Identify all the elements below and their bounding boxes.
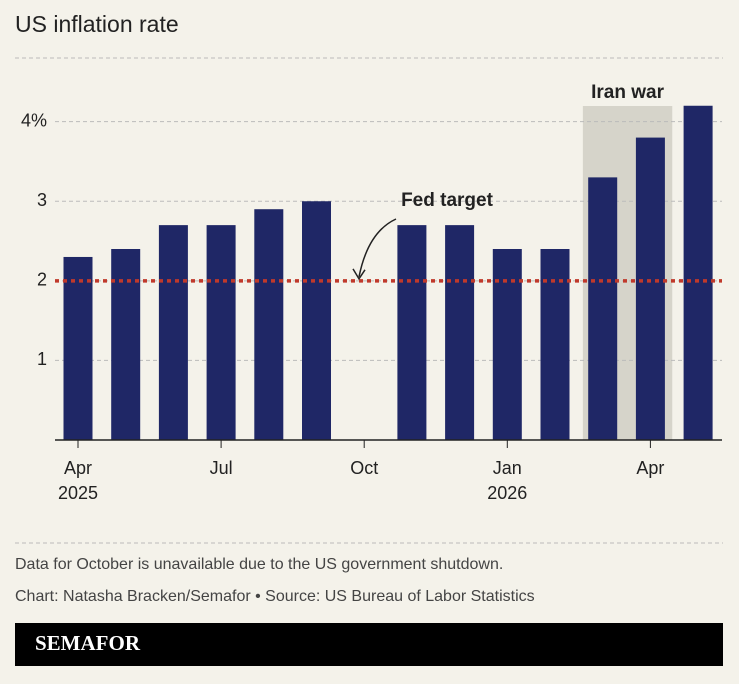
brand-bar [15,623,723,666]
y-tick-label: 2 [37,270,47,290]
bar [445,225,475,440]
bar [254,209,284,440]
y-tick-label: 1 [37,349,47,369]
bar [683,105,713,440]
y-tick-label: 4% [21,110,47,130]
x-tick-label: Apr [636,458,664,478]
chart-title: US inflation rate [15,11,179,37]
annotation-arrow [358,218,397,277]
bar [635,137,665,441]
credit: Chart: Natasha Bracken/Semafor • Source:… [15,588,535,605]
bar [302,201,331,440]
x-tick-label: Oct [350,458,378,478]
shade-label: Iran war [591,82,664,103]
bar [158,225,188,440]
x-tick-label: Jan 2026 [487,458,527,503]
bar [540,249,570,440]
bar [111,249,141,440]
brand: SEMAFOR [35,631,141,655]
x-tick-label: Apr 2025 [58,458,98,503]
note: Data for October is unavailable due to t… [15,556,503,573]
arrow-head [352,268,366,281]
target-label: Fed target [401,190,494,211]
bar [63,256,93,440]
bar [588,177,618,440]
bar [492,249,522,440]
y-tick-label: 3 [37,190,47,210]
bar [397,225,427,440]
bar [206,225,236,440]
x-tick-label: Jul [210,458,233,478]
